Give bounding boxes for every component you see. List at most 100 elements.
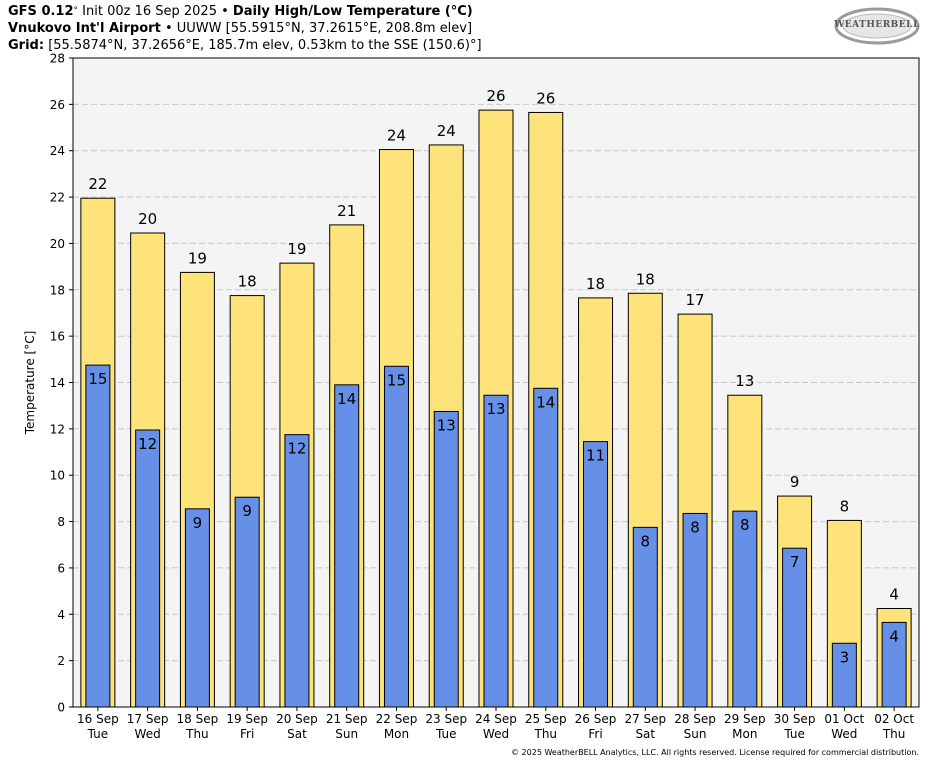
x-tick-date: 19 Sep [226, 712, 268, 726]
low-value-label: 12 [287, 440, 306, 458]
low-value-label: 7 [790, 553, 800, 571]
high-value-label: 19 [287, 240, 306, 258]
x-tick-day: Wed [831, 727, 857, 741]
x-tick-day: Sun [684, 727, 707, 741]
x-tick-day: Tue [435, 727, 457, 741]
high-value-label: 24 [387, 127, 406, 145]
low-value-label: 9 [193, 514, 203, 532]
x-tick-date: 01 Oct [824, 712, 864, 726]
high-value-label: 22 [88, 175, 107, 193]
y-tick-label: 26 [50, 98, 65, 112]
high-value-label: 21 [337, 202, 356, 220]
x-tick-date: 23 Sep [425, 712, 467, 726]
y-tick-label: 22 [50, 191, 65, 205]
station-name: Vnukovo Int'l Airport [8, 21, 161, 36]
y-tick-label: 10 [50, 469, 65, 483]
x-tick-day: Sat [635, 727, 655, 741]
x-tick-date: 18 Sep [177, 712, 219, 726]
model-name: GFS 0.12 [8, 4, 74, 19]
high-value-label: 18 [636, 270, 655, 288]
x-tick-day: Tue [783, 727, 805, 741]
separator: • [221, 4, 229, 19]
logo-swirl-icon [834, 7, 920, 45]
x-tick-date: 17 Sep [127, 712, 169, 726]
model-unit: ° [73, 6, 79, 16]
high-value-label: 13 [735, 372, 754, 390]
low-value-label: 13 [437, 416, 456, 434]
x-tick-date: 22 Sep [376, 712, 418, 726]
x-tick-day: Fri [588, 727, 602, 741]
low-value-label: 14 [337, 390, 356, 408]
low-value-label: 15 [387, 371, 406, 389]
station-details: UUWW [55.5915°N, 37.2615°E, 208.8m elev] [176, 21, 473, 36]
high-value-label: 8 [840, 497, 850, 515]
high-value-label: 4 [889, 585, 899, 603]
y-tick-label: 18 [50, 283, 65, 297]
low-bar [184, 508, 210, 708]
copyright-notice: © 2025 WeatherBELL Analytics, LLC. All r… [511, 748, 919, 757]
low-bar [334, 384, 360, 708]
x-tick-day: Wed [135, 727, 161, 741]
high-value-label: 19 [188, 249, 207, 267]
x-tick-day: Mon [384, 727, 409, 741]
x-tick-date: 30 Sep [774, 712, 816, 726]
x-tick-day: Sat [287, 727, 307, 741]
high-value-label: 9 [790, 473, 800, 491]
high-value-label: 18 [238, 273, 257, 291]
y-tick-label: 16 [50, 330, 65, 344]
weatherbell-logo: WEATHERBELL [834, 6, 920, 46]
y-tick-label: 2 [57, 654, 65, 668]
y-tick-label: 20 [50, 237, 65, 251]
x-tick-day: Thu [533, 727, 557, 741]
grid-label: Grid [8, 38, 39, 53]
low-value-label: 12 [138, 435, 157, 453]
low-bar [433, 410, 459, 708]
header-line-3: Grid: [55.5874°N, 37.2656°E, 185.7m elev… [8, 38, 482, 53]
x-tick-date: 27 Sep [624, 712, 666, 726]
low-bar [284, 434, 310, 708]
x-tick-day: Tue [87, 727, 109, 741]
low-bar [831, 642, 857, 708]
x-tick-day: Thu [185, 727, 209, 741]
x-tick-day: Thu [882, 727, 906, 741]
low-bar [533, 387, 559, 708]
low-bar [881, 621, 907, 708]
low-value-label: 11 [586, 447, 605, 465]
low-bar [782, 547, 808, 708]
x-tick-date: 02 Oct [874, 712, 914, 726]
low-value-label: 4 [889, 627, 899, 645]
logo-text: WEATHERBELL [834, 20, 920, 30]
product-title: Daily High/Low Temperature (°C) [232, 4, 473, 19]
x-tick-date: 20 Sep [276, 712, 318, 726]
low-bar [383, 365, 409, 708]
y-tick-label: 24 [50, 144, 65, 158]
low-bar [234, 496, 260, 708]
x-tick-day: Sun [335, 727, 358, 741]
high-value-label: 26 [536, 89, 555, 107]
high-value-label: 24 [437, 122, 456, 140]
y-tick-label: 6 [57, 561, 65, 575]
low-value-label: 15 [88, 370, 107, 388]
low-bar [85, 364, 111, 708]
x-tick-day: Wed [483, 727, 509, 741]
low-value-label: 9 [242, 502, 252, 520]
low-value-label: 8 [690, 518, 700, 536]
init-time: Init 00z 16 Sep 2025 [82, 4, 217, 19]
x-tick-date: 26 Sep [575, 712, 617, 726]
high-value-label: 18 [586, 275, 605, 293]
high-value-label: 26 [486, 87, 505, 105]
y-axis-label: Temperature [°C] [23, 331, 37, 436]
low-value-label: 3 [840, 648, 850, 666]
low-bar [632, 526, 658, 708]
chart-header: GFS 0.12° Init 00z 16 Sep 2025 • Daily H… [8, 3, 482, 54]
x-tick-day: Mon [732, 727, 757, 741]
y-tick-label: 14 [50, 376, 65, 390]
x-tick-date: 29 Sep [724, 712, 766, 726]
separator: • [164, 21, 173, 36]
grid-details: [55.5874°N, 37.2656°E, 185.7m elev, 0.53… [48, 38, 482, 53]
y-tick-label: 8 [57, 515, 65, 529]
low-bar [732, 510, 758, 708]
header-line-1: GFS 0.12° Init 00z 16 Sep 2025 • Daily H… [8, 3, 482, 20]
x-tick-date: 21 Sep [326, 712, 368, 726]
